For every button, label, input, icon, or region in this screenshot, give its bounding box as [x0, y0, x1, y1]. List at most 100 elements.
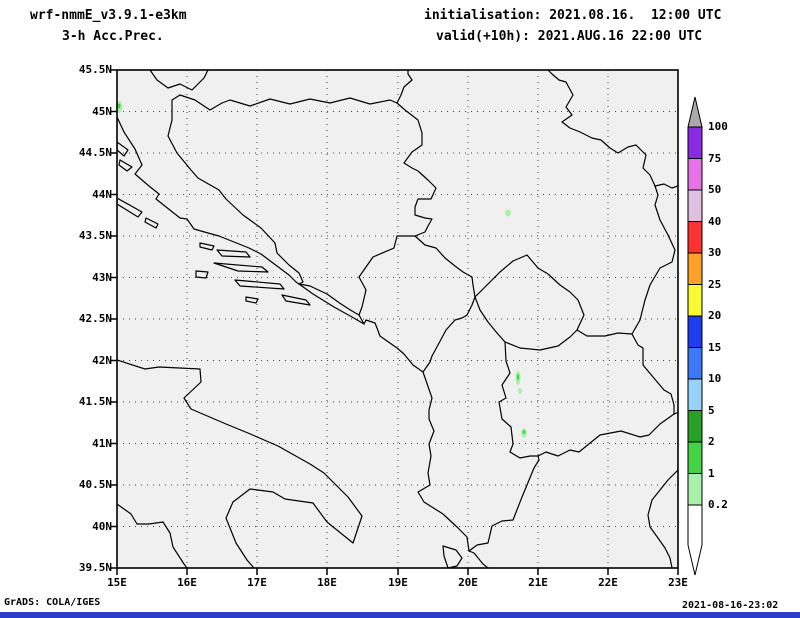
colorbar-segment: [687, 221, 703, 254]
colorbar-label: 100: [708, 120, 728, 133]
border-serbia-bulgaria: [631, 185, 676, 335]
precipitation-layer: [117, 101, 527, 438]
lon-label: 20E: [458, 576, 478, 589]
colorbar-segment: [687, 189, 703, 222]
border-bosnia-croatia-west: [167, 94, 304, 285]
model-title: wrf-nmmE_v3.9.1-e3km: [30, 8, 187, 23]
colorbar-label: 15: [708, 341, 722, 354]
border-macedonia-greece: [537, 413, 675, 457]
border-montenegro-serbia: [414, 235, 476, 298]
island-korcula: [234, 279, 285, 290]
precip-spot-core: [522, 430, 526, 434]
colorbar-label: 5: [708, 404, 715, 417]
colorbar-segment: [687, 126, 703, 159]
island-small-kvarner: [118, 159, 133, 172]
init-time-label: initialisation: 2021.08.16. 12:00 UTC: [424, 8, 722, 23]
lon-label: 16E: [177, 576, 197, 589]
island-brac: [216, 249, 251, 258]
border-albania-greece: [468, 455, 540, 552]
border-serbia-macedonia: [576, 329, 633, 337]
axis-ticks: [110, 69, 679, 575]
colorbar-label: 50: [708, 183, 722, 196]
colorbar-segment: [687, 378, 703, 411]
grads-credit: GrADS: COLA/IGES: [4, 597, 101, 608]
colorbar-label: 10: [708, 372, 722, 385]
island-mljet: [281, 294, 311, 306]
lat-label: 43N: [92, 271, 112, 284]
border-kosovo: [474, 254, 585, 351]
island-corfu: [442, 545, 463, 568]
border-macedonia-bulgaria: [631, 333, 675, 415]
coastline-east-adriatic: [117, 116, 489, 568]
colorbar-label: 2: [708, 435, 715, 448]
island-dugi-otok: [117, 197, 143, 218]
border-bosnia-montenegro: [358, 235, 416, 316]
colorbar-label: 0.2: [708, 498, 728, 511]
colorbar-segment: [687, 315, 703, 348]
border-slovenia-croatia: [149, 70, 209, 91]
lon-label: 18E: [317, 576, 337, 589]
bottom-bar: [0, 612, 800, 618]
precip-spot-core: [117, 103, 121, 109]
colorbar: [687, 96, 703, 576]
colorbar-label: 30: [708, 246, 722, 259]
lat-label: 42N: [92, 354, 112, 367]
lat-label: 45.5N: [78, 63, 112, 76]
precip-spot-core: [516, 374, 520, 380]
island-hvar: [213, 262, 269, 273]
colorbar-segment: [687, 284, 703, 317]
border-sava-bosnia-croatia: [221, 97, 398, 107]
lat-label: 39.5N: [78, 561, 112, 574]
lon-label: 17E: [247, 576, 267, 589]
border-albania-macedonia: [498, 341, 539, 459]
lon-label: 15E: [107, 576, 127, 589]
colorbar-arrow-top: [687, 96, 703, 128]
lat-label: 42.5N: [78, 312, 112, 325]
lon-label: 21E: [528, 576, 548, 589]
lat-label: 45N: [92, 105, 112, 118]
island-solta: [199, 242, 215, 251]
colorbar-label: 25: [708, 278, 722, 291]
colorbar-segment: [687, 158, 703, 191]
lat-label: 44.5N: [78, 146, 112, 159]
border-drina-bosnia-serbia: [396, 102, 437, 237]
coastline-italy-tyrrhenian: [117, 503, 188, 568]
colorbar-label: 75: [708, 152, 722, 165]
lat-label: 40.5N: [78, 478, 112, 491]
lon-label: 19E: [388, 576, 408, 589]
lat-label: 41.5N: [78, 395, 112, 408]
colorbar-arrow-bottom: [687, 504, 703, 576]
island-pag: [117, 141, 129, 157]
lat-label: 43.5N: [78, 229, 112, 242]
precip-spot: [518, 388, 522, 394]
border-serbia-romania-danube: [547, 70, 656, 187]
colorbar-segment: [687, 252, 703, 285]
colorbar-segment: [687, 473, 703, 506]
coastline-aegean: [647, 469, 678, 568]
precip-spot: [505, 209, 511, 217]
plot-timestamp: 2021-08-16-23:02: [682, 600, 779, 611]
valid-time-label: valid(+10h): 2021.AUG.16 22:00 UTC: [436, 29, 703, 44]
lat-label: 40N: [92, 520, 112, 533]
colorbar-label: 20: [708, 309, 722, 322]
colorbar-segment: [687, 347, 703, 380]
colorbar-segment: [687, 441, 703, 474]
colorbar-label: 40: [708, 215, 722, 228]
island-kornati: [144, 217, 159, 229]
lat-label: 41N: [92, 437, 112, 450]
coastline-italy-adriatic: [117, 359, 363, 568]
border-romania-bulgaria-danube: [654, 183, 678, 189]
lon-label: 22E: [598, 576, 618, 589]
map-background: [117, 70, 678, 568]
island-lastovo: [245, 296, 259, 304]
border-croatia-serbia: [396, 70, 413, 104]
lat-label: 44N: [92, 188, 112, 201]
lon-label: 23E: [668, 576, 688, 589]
island-vis: [195, 270, 209, 279]
colorbar-segment: [687, 410, 703, 443]
border-greece-bulgaria: [673, 411, 678, 415]
product-title: 3-h Acc.Prec.: [62, 29, 164, 44]
border-montenegro-albania: [422, 296, 476, 373]
